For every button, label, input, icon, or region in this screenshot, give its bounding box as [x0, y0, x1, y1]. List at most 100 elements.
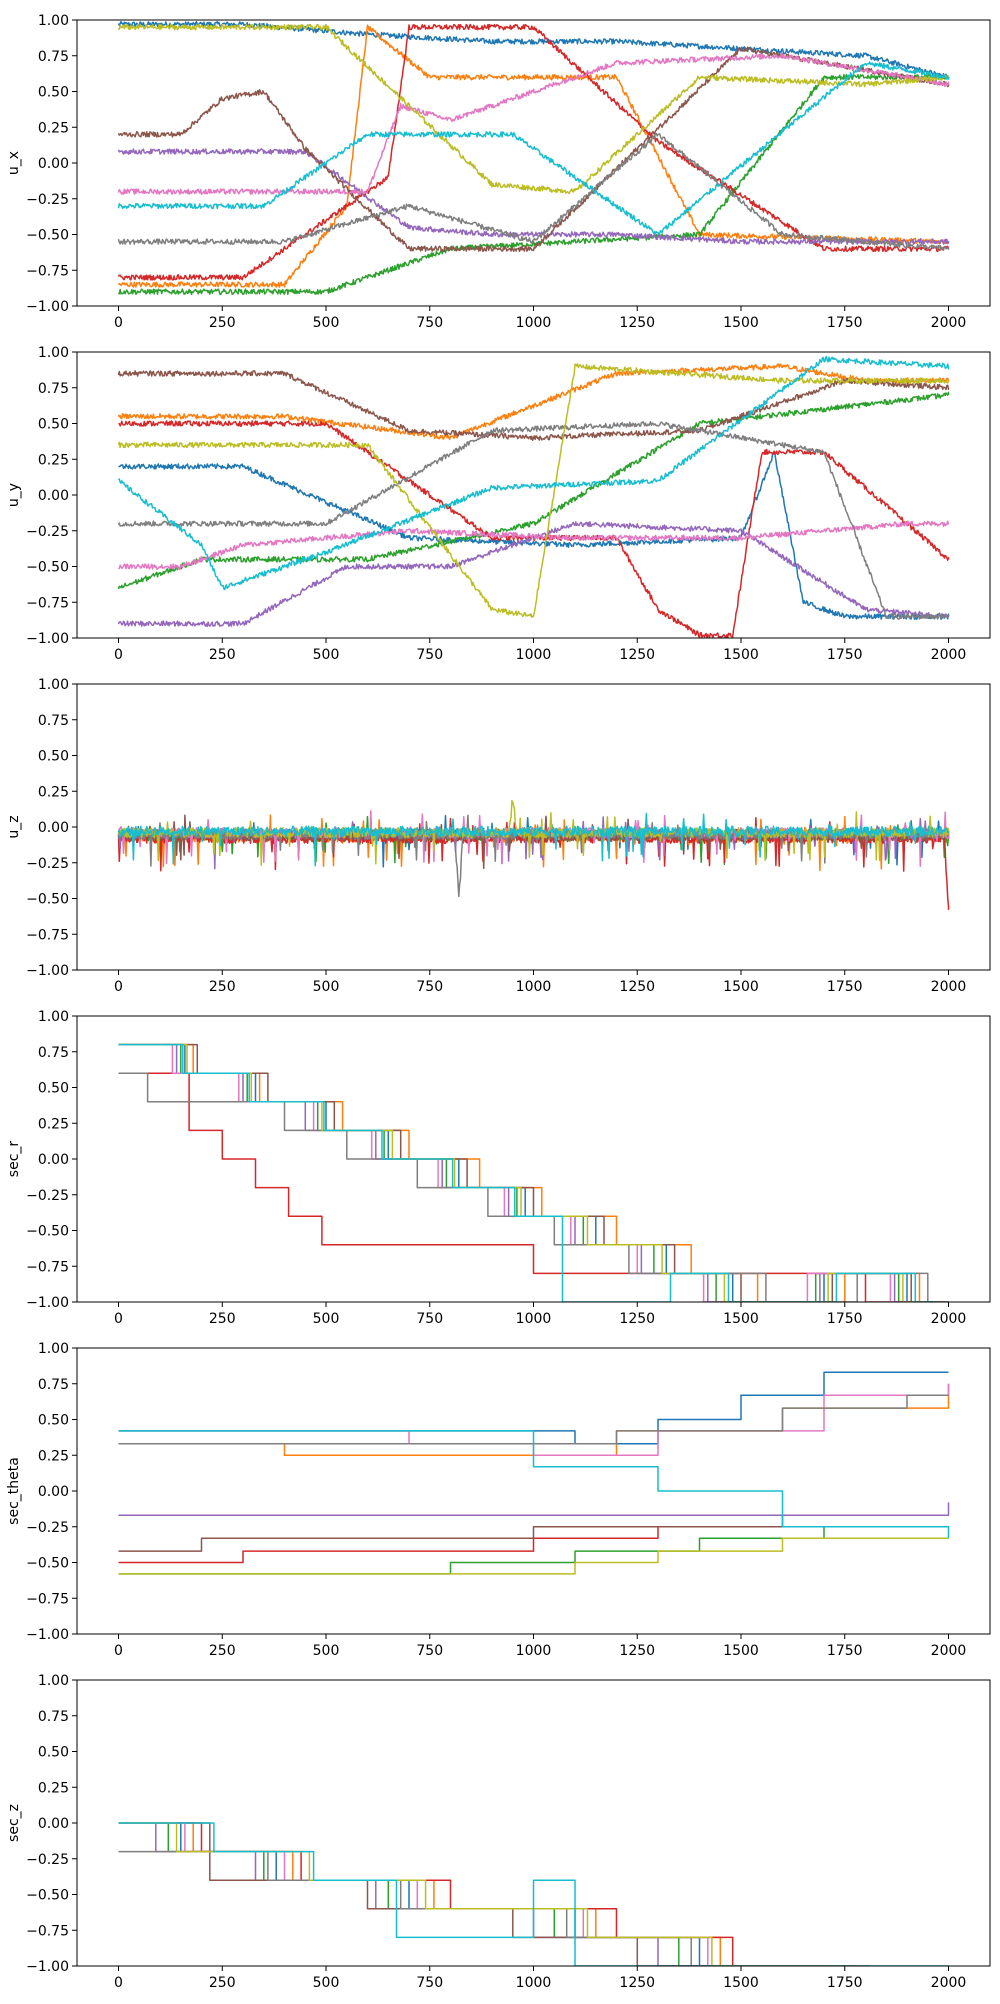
y-tick-label: −0.75: [26, 927, 69, 943]
series-line-3: [118, 1822, 829, 1966]
x-tick-label: 250: [209, 979, 236, 995]
subplot-sec-r: 0 250 500 750 1000 1250 1500 1750 2000 −1.00 −0.75…: [6, 1009, 991, 1327]
series-line-9: [117, 363, 950, 618]
x-tick-label: 1750: [827, 647, 863, 663]
y-tick-label: −1.00: [26, 299, 69, 315]
y-tick-label: −1.00: [26, 1295, 69, 1311]
y-tick-label: 0.00: [38, 1484, 69, 1500]
x-tick-label: 500: [313, 1643, 340, 1659]
series-line-7: [118, 1822, 845, 1966]
x-tick-label: 1750: [827, 1975, 863, 1991]
y-tick-label: 0.75: [38, 381, 69, 397]
x-tick-label: 750: [416, 1311, 443, 1327]
y-tick-label: 0.50: [38, 85, 69, 101]
y-tick-label: −0.50: [26, 560, 69, 576]
x-tick-label: 1250: [619, 1311, 655, 1327]
series-line-1: [118, 451, 950, 620]
x-tick-label: 750: [416, 979, 443, 995]
x-tick-label: 1750: [827, 979, 863, 995]
subplot-sec-theta: 0 250 500 750 1000 1250 1500 1750 2000 −1.00 −0.75…: [6, 1341, 991, 1659]
x-tick-label: 2000: [931, 979, 967, 995]
y-tick-label: 0.50: [38, 1745, 69, 1761]
y-tick-label: 0.75: [38, 49, 69, 65]
series-line-3: [117, 391, 950, 590]
y-tick-label: 0.50: [38, 1413, 69, 1429]
y-tick-label: 0.25: [38, 452, 69, 468]
series-line-2: [118, 1043, 945, 1302]
y-tick-label: 0.50: [38, 1081, 69, 1097]
y-tick-label: 0.75: [38, 1709, 69, 1725]
x-tick-label: 250: [209, 1311, 236, 1327]
x-tick-label: 1500: [723, 1311, 759, 1327]
x-tick-label: 750: [416, 1975, 443, 1991]
x-tick-label: 1250: [619, 647, 655, 663]
x-tick-label: 750: [416, 315, 443, 331]
x-tick-label: 2000: [931, 647, 967, 663]
x-tick-label: 500: [313, 1311, 340, 1327]
y-tick-label: 0.50: [38, 749, 69, 765]
series-line-3: [118, 1043, 924, 1302]
series-line-6: [118, 1043, 936, 1302]
subplot-u-x: 0 250 500 750 1000 1250 1500 1750 2000 −1.00 −0.75…: [6, 13, 991, 331]
series-line-9: [117, 23, 950, 195]
series-line-10: [117, 356, 950, 591]
x-tick-label: 1750: [827, 315, 863, 331]
axes-frame: [76, 351, 991, 639]
y-tick-label: −0.50: [26, 1888, 69, 1904]
x-tick-label: 2000: [931, 1975, 967, 1991]
y-tick-label: 1.00: [38, 13, 69, 29]
y-tick-label: −0.75: [26, 263, 69, 279]
x-tick-label: 1750: [827, 1311, 863, 1327]
series-line-8: [117, 420, 950, 620]
subplot-sec-z: 0 250 500 750 1000 1250 1500 1750 2000 −1.00 −0.75…: [6, 1673, 991, 1991]
y-tick-label: −0.50: [26, 892, 69, 908]
y-tick-label: 0.25: [38, 120, 69, 136]
x-tick-label: 2000: [931, 1643, 967, 1659]
series-line-5: [117, 521, 950, 628]
series-group: [118, 1043, 949, 1302]
y-axis-label: u_z: [6, 815, 22, 838]
y-tick-label: −1.00: [26, 963, 69, 979]
x-tick-label: 750: [416, 1643, 443, 1659]
y-tick-label: −0.75: [26, 1259, 69, 1275]
series-line-4: [118, 1822, 858, 1966]
y-tick-label: −0.25: [26, 524, 69, 540]
y-tick-label: 0.25: [38, 1780, 69, 1796]
y-axis-label: sec_r: [6, 1141, 22, 1178]
y-tick-label: 1.00: [38, 1009, 69, 1025]
x-tick-label: 1500: [723, 1643, 759, 1659]
series-line-4: [118, 1072, 949, 1302]
x-tick-label: 1000: [516, 1975, 552, 1991]
series-line-6: [118, 1822, 787, 1966]
series-group: [118, 1822, 949, 1966]
y-axis-label: sec_theta: [6, 1457, 22, 1525]
series-line-9: [118, 1822, 866, 1966]
series-line-10: [118, 1822, 949, 1966]
y-tick-label: −0.50: [26, 1224, 69, 1240]
y-tick-label: −0.75: [26, 1591, 69, 1607]
x-tick-label: 0: [114, 1975, 123, 1991]
y-axis-label: u_x: [6, 151, 22, 175]
series-group: [118, 1371, 950, 1575]
x-tick-label: 500: [313, 979, 340, 995]
x-tick-label: 250: [209, 1975, 236, 1991]
x-tick-label: 500: [313, 647, 340, 663]
series-line-5: [118, 1043, 920, 1302]
axes-frame: [76, 19, 991, 307]
x-tick-label: 1000: [516, 647, 552, 663]
x-tick-label: 2000: [931, 315, 967, 331]
y-tick-label: 0.25: [38, 1448, 69, 1464]
series-line-2: [118, 1822, 849, 1966]
series-group: [117, 356, 950, 638]
y-tick-label: −0.25: [26, 1520, 69, 1536]
x-tick-label: 250: [209, 315, 236, 331]
x-tick-label: 1500: [723, 1975, 759, 1991]
series-line-8: [117, 132, 950, 251]
x-tick-label: 1000: [516, 1643, 552, 1659]
series-line-1: [118, 1371, 949, 1445]
series-line-10: [118, 1430, 950, 1539]
series-line-9: [118, 1537, 949, 1575]
series-line-2: [117, 363, 950, 441]
series-line-3: [117, 73, 950, 296]
